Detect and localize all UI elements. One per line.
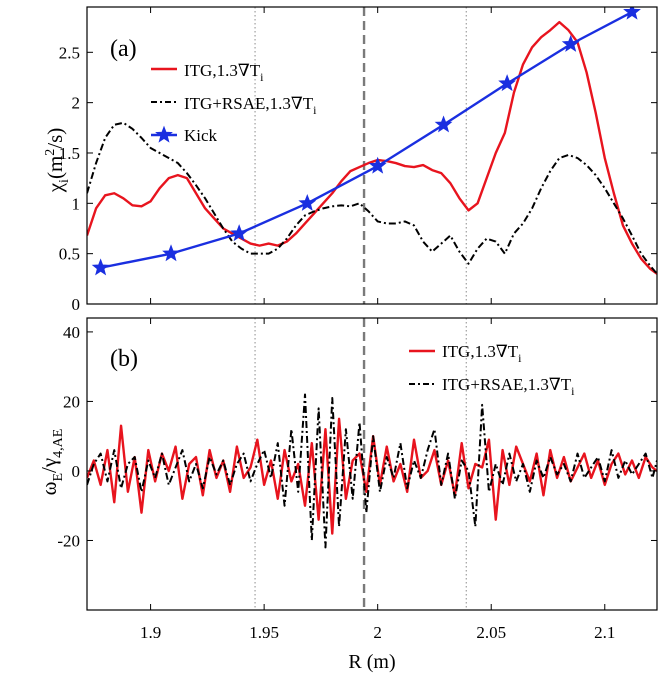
- y-tick-label: 2: [72, 94, 81, 113]
- panel-a: 0 0.5 1 1.5 2 2.5 (a) χi(m2/s) ITG,1.3∇Ti ITG…: [43, 6, 658, 314]
- legend-b-rsae-label: ITG+RSAE,1.3∇Ti: [442, 375, 575, 398]
- panel-b-y-ticks: -20 0 20 40: [57, 323, 657, 550]
- legend-a-rsae-label: ITG+RSAE,1.3∇Ti: [184, 94, 317, 117]
- panel-a-frame: [86, 6, 658, 305]
- x-tick-label: 1.95: [249, 623, 279, 642]
- panel-a-label: (a): [110, 36, 137, 62]
- panel-b-reference-lines: [254, 318, 467, 610]
- x-tick-label: 2.05: [476, 623, 506, 642]
- panel-a-y-axis-label: χi(m2/s): [43, 128, 72, 194]
- panel-a-legend: ITG,1.3∇Ti ITG+RSAE,1.3∇Ti Kick: [151, 61, 317, 145]
- kick-star-point: [162, 244, 180, 262]
- x-tick-label: 2: [373, 623, 382, 642]
- panel-b: -20 0 20 40 1.9 1.95 2 2.05 2.1 (b) ωE/γ4,AE IT…: [37, 317, 658, 642]
- panel-a-reference-lines: [254, 7, 467, 304]
- legend-b-itg-label: ITG,1.3∇Ti: [442, 342, 522, 365]
- x-axis-label: R (m): [348, 651, 395, 673]
- panel-b-series: [87, 393, 657, 549]
- y-tick-label: 0: [72, 462, 81, 481]
- kick-star-point: [91, 258, 110, 276]
- y-tick-label: -20: [57, 531, 80, 550]
- series-line-itg-rsae: [87, 121, 657, 275]
- kick-star-point: [561, 34, 580, 52]
- kick-star-point: [230, 224, 249, 242]
- y-tick-label: 20: [63, 392, 80, 411]
- y-tick-label: 1: [72, 194, 81, 213]
- y-tick-label: 0.5: [59, 245, 80, 264]
- panel-b-frame: [86, 317, 658, 611]
- series-line-itg: [87, 20, 657, 275]
- legend-a-kick-label: Kick: [184, 126, 218, 145]
- panel-b-y-axis-label: ωE/γ4,AE: [37, 429, 66, 496]
- legend-a-itg-label: ITG,1.3∇Ti: [184, 61, 264, 84]
- y-tick-label: 2.5: [59, 43, 80, 62]
- legend-a-kick-star-icon: [155, 125, 173, 143]
- panel-b-label: (b): [110, 346, 138, 372]
- panel-b-legend: ITG,1.3∇Ti ITG+RSAE,1.3∇Ti: [409, 342, 575, 398]
- x-tick-label: 2.1: [594, 623, 615, 642]
- series-line-itg-rsae: [87, 393, 657, 549]
- x-tick-label: 1.9: [140, 623, 161, 642]
- kick-star-point: [368, 156, 387, 174]
- y-tick-label: 40: [63, 323, 80, 342]
- kick-star-point: [434, 115, 453, 133]
- kick-star-point: [298, 193, 317, 211]
- panel-a-x-ticks: [150, 7, 606, 304]
- y-tick-label: 1.5: [59, 144, 80, 163]
- legend-star-marker: [155, 125, 173, 143]
- panel-a-background: [87, 7, 657, 304]
- panel-b-background: [87, 318, 657, 610]
- panel-b-x-ticks: 1.9 1.95 2 2.05 2.1: [140, 318, 615, 642]
- panel-a-series: [87, 7, 657, 276]
- kick-star-point: [623, 7, 641, 20]
- y-tick-label: 0: [72, 295, 81, 314]
- kick-star-point: [498, 74, 517, 92]
